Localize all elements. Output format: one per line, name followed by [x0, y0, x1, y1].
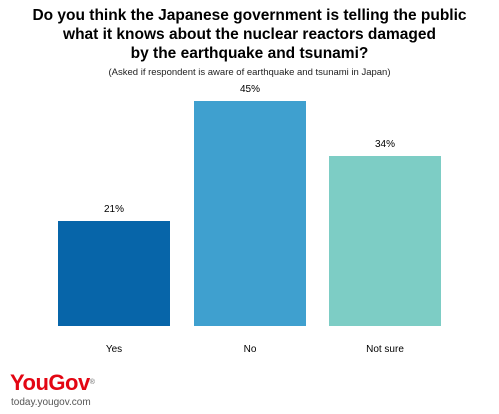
site-url: today.yougov.com [11, 397, 91, 408]
yougov-logo: YouGov® [10, 370, 95, 395]
title-line-2: what it knows about the nuclear reactors… [63, 26, 436, 43]
chart-subtitle: (Asked if respondent is aware of earthqu… [108, 67, 391, 78]
logo-you: You [10, 370, 49, 395]
bar-yes [58, 221, 170, 326]
category-label: Not sure [366, 344, 404, 355]
title-line-3: by the earthquake and tsunami? [130, 45, 369, 62]
title-line-1: Do you think the Japanese government is … [32, 7, 467, 24]
bar-no [194, 101, 306, 326]
value-label: 21% [104, 204, 124, 215]
value-label: 34% [375, 139, 395, 150]
logo-mark: ® [89, 379, 95, 386]
logo-gov: Gov [48, 370, 90, 395]
category-label: Yes [106, 344, 122, 355]
category-label: No [244, 344, 257, 355]
value-label: 45% [240, 84, 260, 95]
chart-title: Do you think the Japanese government is … [0, 6, 499, 63]
bar-not-sure [329, 156, 441, 326]
